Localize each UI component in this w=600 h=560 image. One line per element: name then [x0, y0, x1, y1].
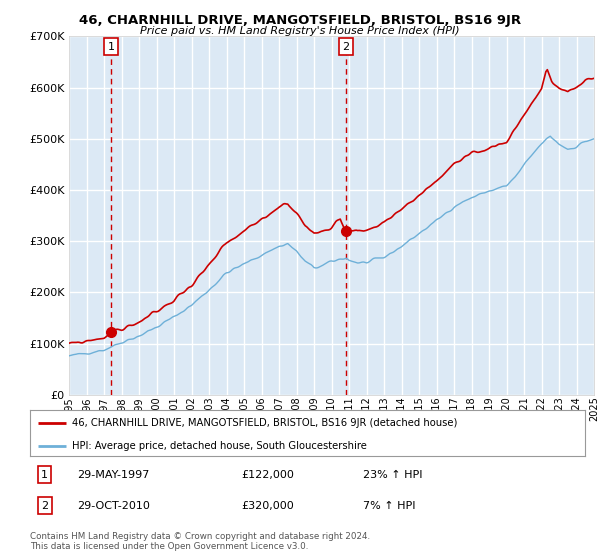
Text: 29-MAY-1997: 29-MAY-1997 [77, 470, 149, 480]
Text: 1: 1 [41, 470, 48, 480]
Text: Contains HM Land Registry data © Crown copyright and database right 2024.
This d: Contains HM Land Registry data © Crown c… [30, 532, 370, 552]
Text: 7% ↑ HPI: 7% ↑ HPI [363, 501, 415, 511]
Text: 2: 2 [343, 42, 350, 52]
Text: 23% ↑ HPI: 23% ↑ HPI [363, 470, 422, 480]
Text: £320,000: £320,000 [241, 501, 293, 511]
Text: 1: 1 [107, 42, 115, 52]
Text: 46, CHARNHILL DRIVE, MANGOTSFIELD, BRISTOL, BS16 9JR (detached house): 46, CHARNHILL DRIVE, MANGOTSFIELD, BRIST… [71, 418, 457, 428]
Text: Price paid vs. HM Land Registry's House Price Index (HPI): Price paid vs. HM Land Registry's House … [140, 26, 460, 36]
Text: 2: 2 [41, 501, 48, 511]
Text: HPI: Average price, detached house, South Gloucestershire: HPI: Average price, detached house, Sout… [71, 441, 367, 451]
Text: £122,000: £122,000 [241, 470, 294, 480]
Text: 29-OCT-2010: 29-OCT-2010 [77, 501, 150, 511]
Text: 46, CHARNHILL DRIVE, MANGOTSFIELD, BRISTOL, BS16 9JR: 46, CHARNHILL DRIVE, MANGOTSFIELD, BRIST… [79, 14, 521, 27]
